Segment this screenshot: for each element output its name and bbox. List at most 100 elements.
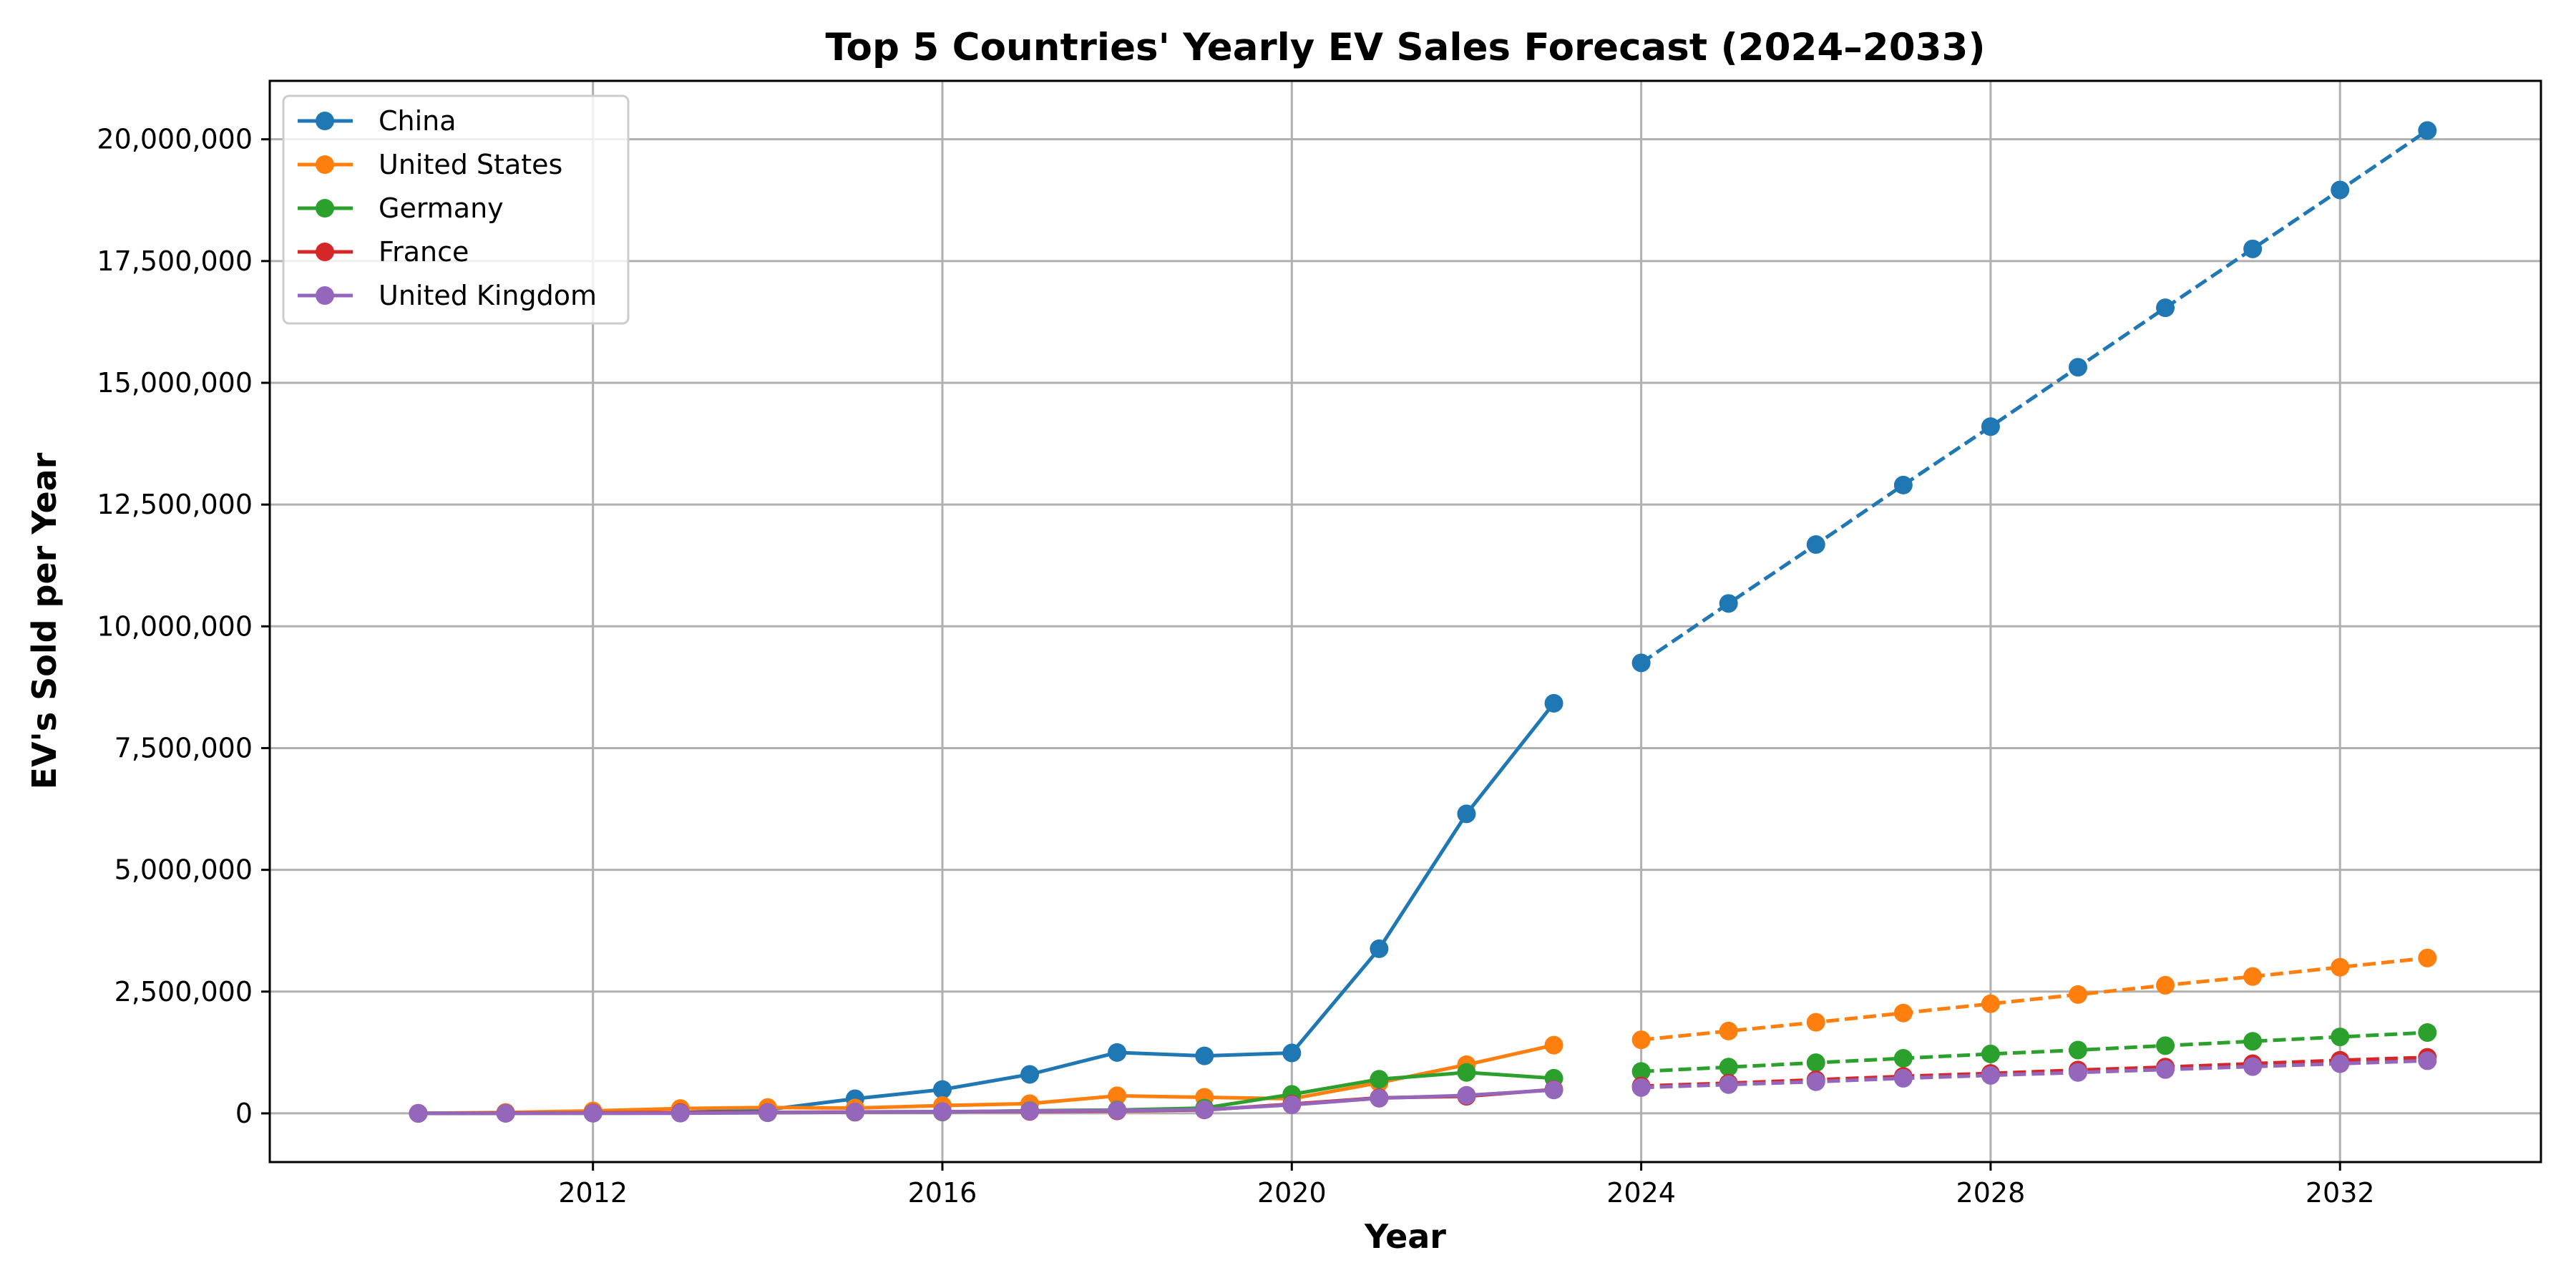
data-point <box>2418 948 2437 967</box>
data-point <box>1108 1101 1127 1120</box>
data-point <box>1631 1030 1651 1050</box>
data-point <box>1195 1046 1214 1065</box>
y-tick-label: 7,500,000 <box>114 732 253 763</box>
data-point <box>1893 475 1913 494</box>
legend-marker <box>316 199 334 218</box>
y-tick-label: 2,500,000 <box>114 976 253 1008</box>
y-tick-label: 15,000,000 <box>97 367 253 399</box>
y-tick-label: 0 <box>235 1098 253 1129</box>
data-point <box>2068 1063 2087 1082</box>
grid-lines <box>270 81 2541 1162</box>
data-point <box>2068 985 2087 1004</box>
data-point <box>1457 1085 1476 1105</box>
data-point <box>1806 1013 1825 1032</box>
data-point <box>496 1103 515 1123</box>
series-line-forecast-germany <box>1641 1030 2428 1073</box>
legend-label: United States <box>379 149 562 180</box>
data-point <box>2068 1040 2087 1060</box>
data-point <box>2331 1028 2350 1047</box>
data-point <box>1719 1058 1738 1077</box>
data-point <box>2243 239 2263 258</box>
y-tick-label: 17,500,000 <box>97 245 253 277</box>
data-point <box>2068 358 2087 377</box>
y-tick-label: 20,000,000 <box>97 124 253 155</box>
legend-label: France <box>379 236 469 268</box>
data-point <box>1370 1070 1389 1089</box>
data-point <box>2156 298 2175 318</box>
data-point <box>1108 1043 1127 1062</box>
data-point <box>1544 1080 1563 1100</box>
data-point <box>670 1103 690 1123</box>
data-point <box>1020 1065 1040 1084</box>
data-point <box>1806 535 1825 554</box>
data-point <box>932 1102 952 1121</box>
x-tick-label: 2024 <box>1606 1177 1676 1209</box>
data-point <box>1282 1096 1302 1115</box>
x-tick-label: 2012 <box>558 1177 628 1209</box>
series-line-forecast-united-kingdom <box>1641 1058 2428 1090</box>
data-point <box>1108 1086 1127 1106</box>
y-tick-label: 12,500,000 <box>97 489 253 520</box>
data-point <box>2156 1036 2175 1055</box>
series-united-kingdom <box>409 1051 2437 1123</box>
data-point <box>758 1103 777 1122</box>
data-point <box>1020 1101 1040 1121</box>
data-point <box>1631 653 1651 673</box>
y-axis-label: EV's Sold per Year <box>25 452 64 789</box>
data-point <box>2156 975 2175 995</box>
data-point <box>1370 1088 1389 1108</box>
data-point <box>1719 1075 1738 1094</box>
data-point <box>1544 693 1563 713</box>
legend-item-china: China <box>298 105 457 137</box>
legend-marker <box>316 112 334 130</box>
data-point <box>1893 1003 1913 1023</box>
series-line-historical-china <box>418 702 1556 1116</box>
data-point <box>2418 1023 2437 1042</box>
data-point <box>1457 1063 1476 1082</box>
chart-title: Top 5 Countries' Yearly EV Sales Forecas… <box>825 26 1985 69</box>
data-point <box>2331 957 2350 977</box>
x-tick-label: 2028 <box>1956 1177 2026 1209</box>
data-point <box>1806 1072 1825 1091</box>
legend-item-united-kingdom: United Kingdom <box>298 280 597 311</box>
data-point <box>1457 804 1476 824</box>
y-axis-ticks: 0 2,500,000 5,000,000 7,500,000 10,000,000 12… <box>97 124 270 1129</box>
data-point <box>1631 1062 1651 1081</box>
legend-label: United Kingdom <box>379 280 597 311</box>
data-point <box>932 1080 952 1099</box>
legend-marker <box>316 155 334 174</box>
data-point <box>1719 594 1738 613</box>
data-point <box>1282 1043 1302 1063</box>
x-axis-ticks: 2012 2016 2020 2024 2028 2032 <box>558 1162 2375 1209</box>
x-axis-label: Year <box>1364 1217 1446 1256</box>
legend-marker <box>316 286 334 305</box>
data-point <box>1981 1065 2000 1085</box>
data-point <box>1719 1021 1738 1040</box>
data-point <box>1370 939 1389 958</box>
x-tick-label: 2020 <box>1257 1177 1327 1209</box>
data-point <box>2418 121 2437 140</box>
legend-label: Germany <box>379 192 504 224</box>
series-line-forecast-united-states <box>1641 956 2428 1042</box>
series-china <box>409 121 2437 1123</box>
series-line-forecast-france <box>1641 1055 2428 1088</box>
data-point <box>1981 417 2000 436</box>
y-tick-label: 10,000,000 <box>97 610 253 642</box>
x-tick-label: 2032 <box>2306 1177 2375 1209</box>
legend-label: China <box>379 105 457 137</box>
data-point <box>2243 1032 2263 1051</box>
data-point <box>1544 1035 1563 1055</box>
data-point <box>1981 1044 2000 1063</box>
data-point <box>2156 1060 2175 1079</box>
data-point <box>409 1103 428 1123</box>
legend-marker <box>316 243 334 261</box>
plot-frame <box>268 79 2542 1163</box>
series-line-historical-united-states <box>418 1043 1555 1116</box>
legend: China United States Germany France United Ki… <box>282 94 630 325</box>
series-layer <box>409 121 2437 1123</box>
data-point <box>1893 1049 1913 1068</box>
data-point <box>2418 1051 2437 1070</box>
legend-box <box>282 94 630 325</box>
